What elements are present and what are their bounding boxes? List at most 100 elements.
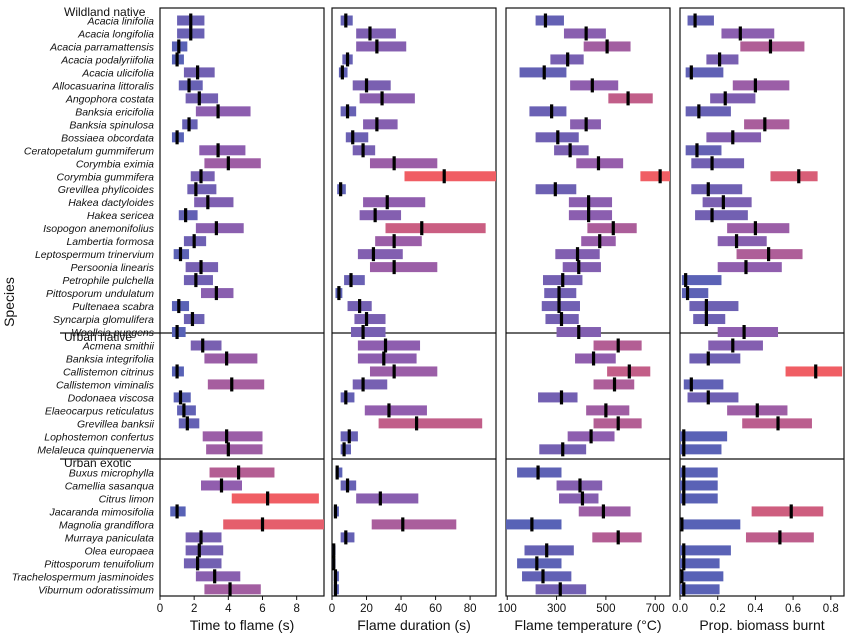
species-label: Isopogon anemonifolius (43, 223, 155, 235)
range-bar (680, 584, 720, 595)
median-mark (332, 556, 336, 571)
x-tick-label: 40 (395, 603, 408, 615)
median-mark (682, 465, 686, 480)
median-mark (185, 416, 189, 431)
species-label: Olea europaea (85, 545, 155, 557)
median-mark (682, 491, 686, 506)
median-mark (228, 582, 232, 597)
median-mark (225, 351, 229, 366)
range-bar (183, 275, 213, 286)
x-tick-label: 500 (596, 603, 615, 615)
median-mark (778, 530, 782, 545)
species-label: Pultenaea scabra (72, 301, 154, 313)
range-bar (178, 418, 200, 429)
range-bar (335, 467, 343, 478)
median-mark (178, 390, 183, 405)
median-mark (612, 377, 617, 392)
species-label: Buxus microphylla (69, 468, 154, 480)
median-mark (175, 130, 179, 145)
panel-frame (679, 7, 845, 597)
median-mark (591, 351, 596, 366)
median-mark (626, 91, 630, 106)
median-mark (378, 491, 382, 506)
median-mark (742, 325, 746, 340)
range-bar (171, 301, 190, 312)
median-mark (616, 338, 620, 353)
x-axis-title: Prop. biomass burnt (699, 617, 824, 633)
range-bar (185, 545, 224, 556)
range-bar (187, 184, 217, 195)
species-label: Allocasuarina littoralis (51, 80, 154, 92)
median-mark (536, 465, 540, 480)
range-bar (344, 275, 365, 286)
median-mark (236, 465, 241, 480)
range-bar (369, 262, 438, 273)
range-bar (357, 353, 417, 364)
range-bar (721, 28, 775, 39)
range-bar (202, 431, 263, 442)
range-bar (340, 532, 355, 543)
range-bar (194, 197, 234, 208)
range-bar (744, 119, 790, 130)
median-mark (392, 364, 396, 379)
range-bar (685, 106, 731, 117)
range-bar (740, 41, 805, 52)
range-bar (691, 184, 743, 195)
group-label: Wildland native (64, 5, 146, 19)
median-mark (598, 234, 602, 249)
range-bar (706, 54, 739, 65)
range-bar (689, 301, 739, 312)
species-label: Melaleuca quinquenervia (37, 444, 154, 456)
x-tick-label: 700 (646, 603, 665, 615)
range-bar (685, 67, 724, 78)
range-bar (506, 519, 562, 530)
range-bar (204, 353, 258, 364)
x-axis-title: Time to flame (s) (190, 617, 295, 633)
range-bar (683, 379, 724, 390)
range-bar (356, 41, 407, 52)
median-mark (182, 403, 186, 418)
range-bar (206, 444, 263, 455)
median-mark (337, 286, 341, 301)
median-mark (589, 429, 593, 444)
median-mark (382, 351, 386, 366)
species-label: Pittosporum undulatum (46, 288, 154, 300)
median-mark (349, 273, 353, 288)
range-bar (371, 519, 457, 530)
median-mark (682, 582, 686, 597)
median-mark (616, 416, 620, 431)
range-bar (195, 106, 251, 117)
median-mark (706, 182, 710, 197)
range-bar (568, 210, 613, 221)
median-mark (344, 530, 348, 545)
x-tick-label: 0 (329, 603, 335, 615)
median-mark (392, 260, 396, 275)
species-label: Hakea dactyloides (68, 197, 155, 209)
x-tick-label: 0.8 (823, 603, 839, 615)
x-tick-label: 300 (547, 603, 566, 615)
range-bar (350, 327, 386, 338)
range-bar (535, 15, 564, 26)
median-mark (347, 429, 351, 444)
range-bar (570, 80, 619, 91)
range-bar (680, 480, 718, 491)
range-bar (717, 236, 767, 247)
range-bar (178, 80, 203, 91)
range-bar (340, 392, 355, 403)
species-label: Camellia sasanqua (65, 480, 154, 492)
range-bar (178, 210, 198, 221)
median-mark (710, 156, 714, 171)
median-mark (587, 208, 591, 223)
x-tick-label: 80 (464, 603, 477, 615)
species-label: Hakea sericea (87, 210, 154, 222)
median-mark (568, 143, 572, 158)
median-mark (682, 543, 686, 558)
x-tick-label: 2 (191, 603, 197, 615)
x-tick-label: 60 (429, 603, 442, 615)
species-label: Persoonia linearis (71, 262, 155, 274)
median-mark (559, 390, 564, 405)
x-tick-label: 8 (293, 603, 299, 615)
median-mark (197, 91, 201, 106)
species-label: Callistemon citrinus (63, 366, 155, 378)
